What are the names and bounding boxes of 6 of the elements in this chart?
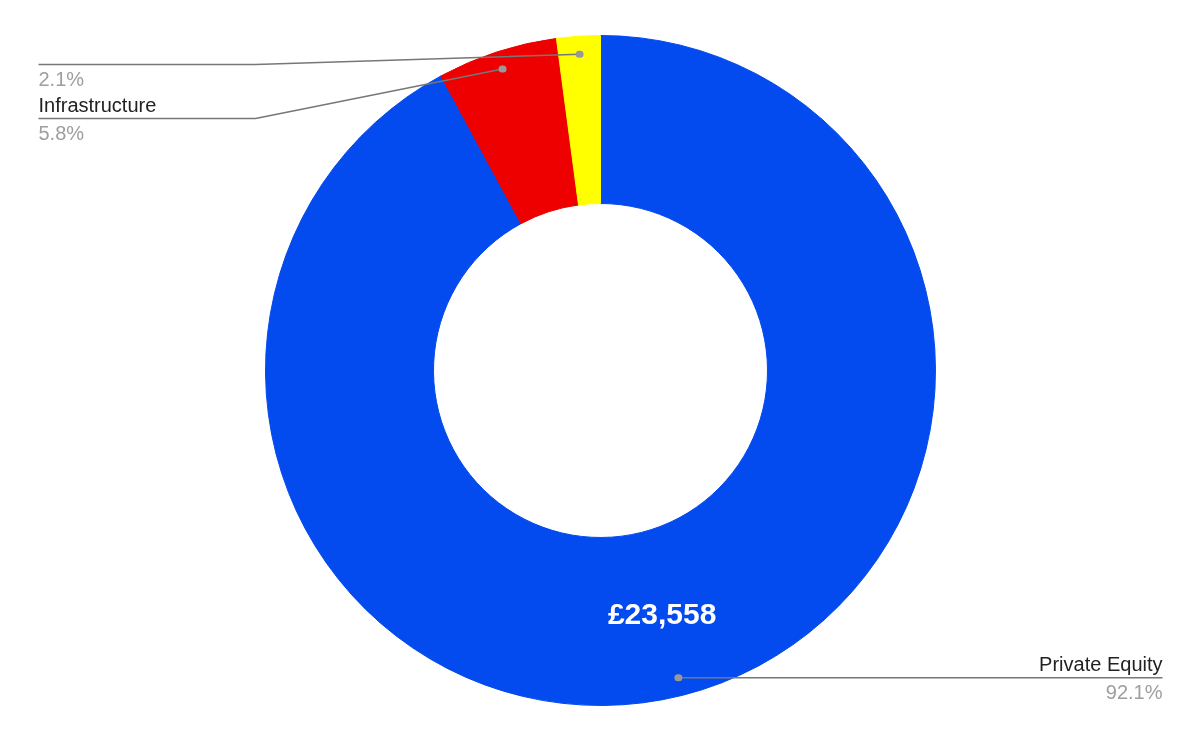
data-label: 5.8% xyxy=(38,121,85,144)
data-label: 92.1% xyxy=(1105,680,1163,703)
slice-label: Infrastructure xyxy=(38,93,157,116)
slice-label: Private Equity xyxy=(1039,652,1163,675)
text: £23,558 xyxy=(607,597,717,631)
data-label: 2.1% xyxy=(38,67,85,90)
